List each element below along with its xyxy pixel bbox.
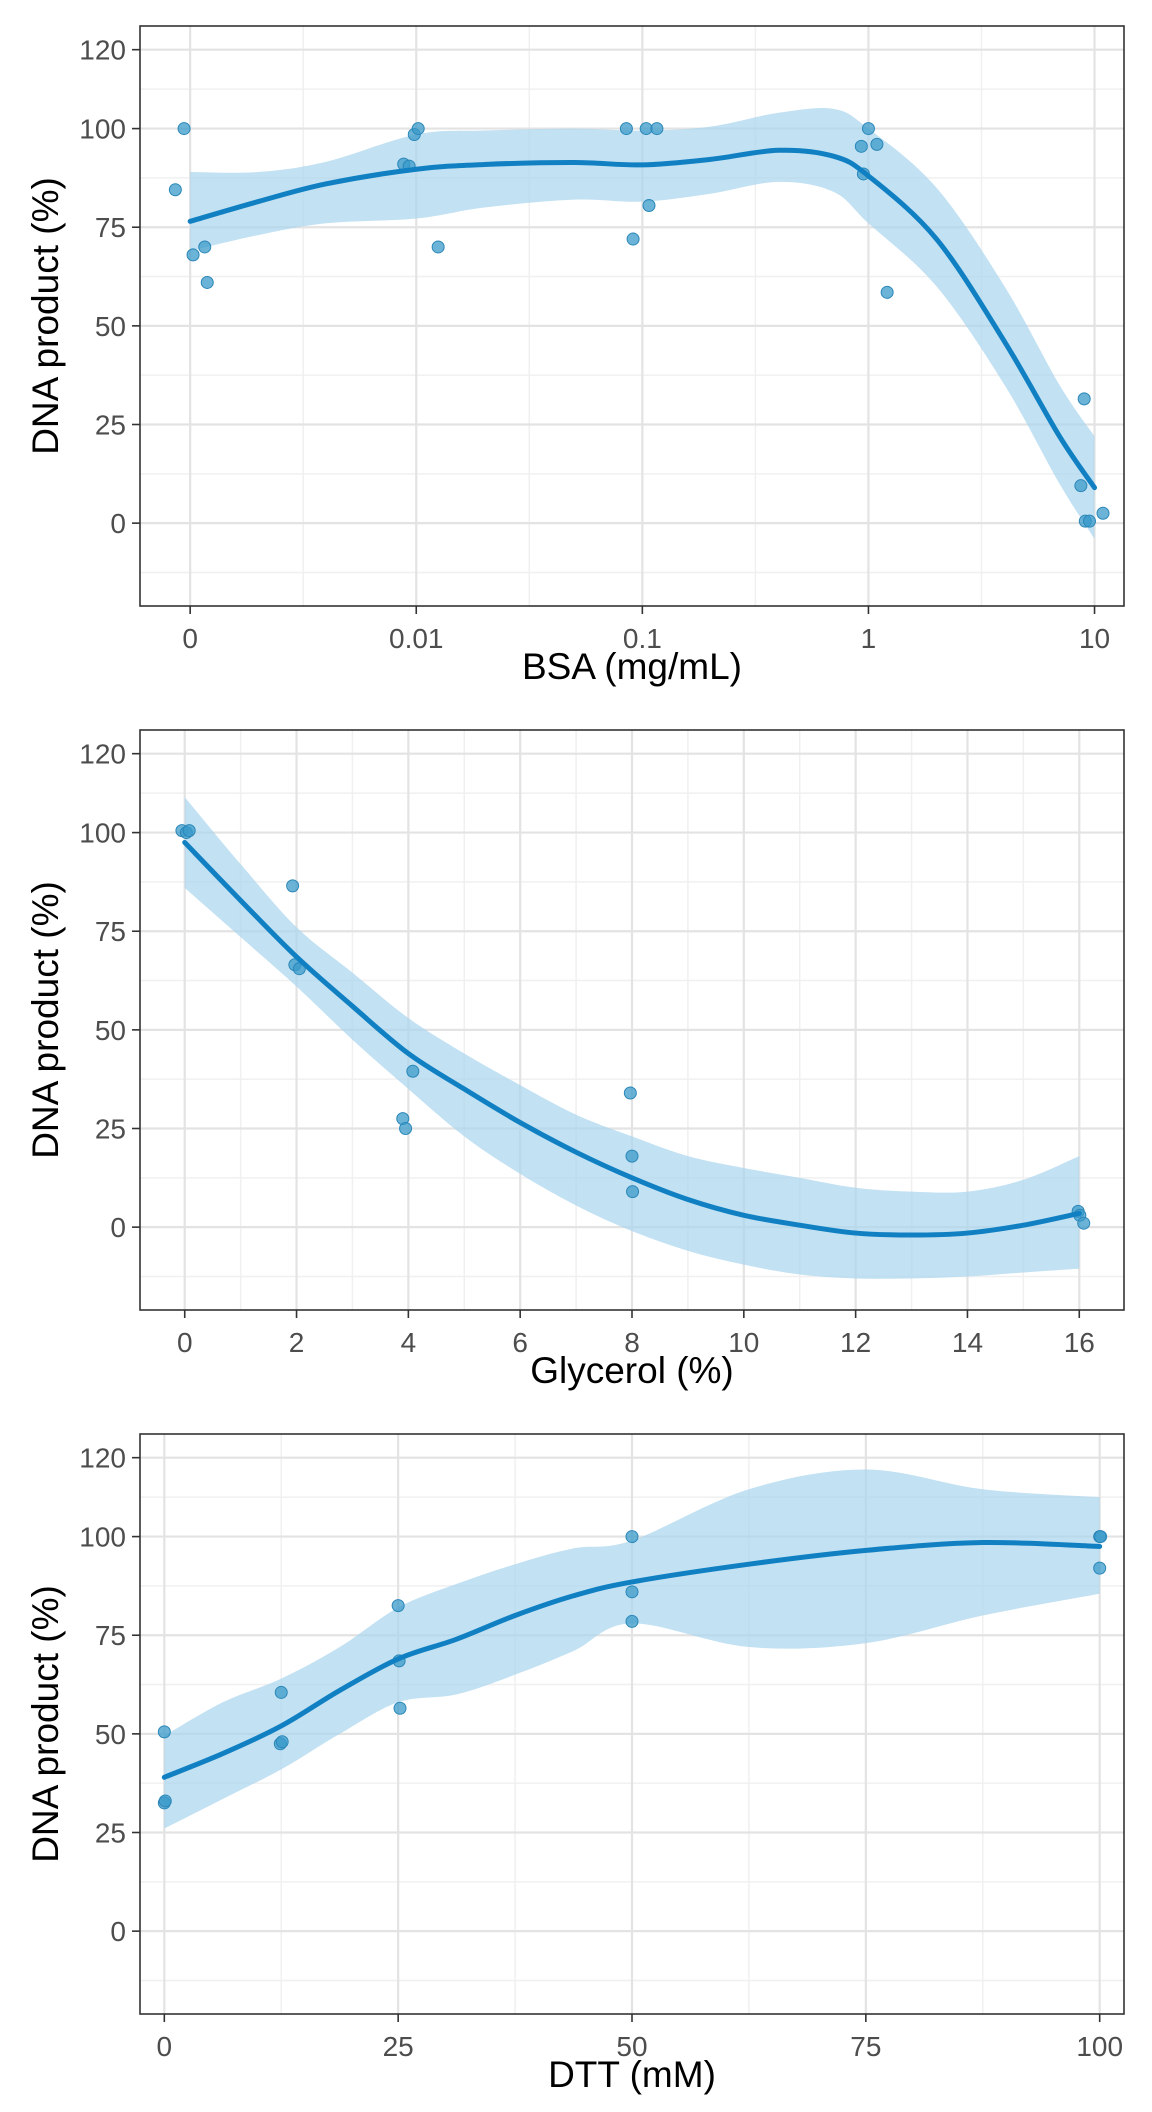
- data-point: [286, 879, 300, 893]
- data-point: [642, 199, 656, 213]
- data-point: [1077, 392, 1091, 406]
- x-tick-label: 0.01: [389, 623, 444, 654]
- x-tick-label: 50: [616, 2031, 647, 2062]
- y-tick-label: 100: [79, 1522, 126, 1553]
- data-point: [393, 1701, 407, 1715]
- x-tick-label: 12: [840, 1327, 871, 1358]
- data-point: [625, 1585, 639, 1599]
- y-tick-label: 0: [110, 508, 126, 539]
- data-point: [1077, 1216, 1091, 1230]
- data-point: [411, 122, 425, 136]
- fit-line: [182, 839, 1082, 1238]
- data-point: [200, 275, 214, 289]
- y-tick-label: 50: [95, 311, 126, 342]
- y-tick-label: 75: [95, 916, 126, 947]
- x-tick-label: 14: [952, 1327, 983, 1358]
- x-axis-title: Glycerol (%): [530, 1350, 734, 1391]
- data-point: [186, 248, 200, 262]
- y-tick-label: 50: [95, 1015, 126, 1046]
- y-tick-label: 0: [110, 1212, 126, 1243]
- y-tick-label: 75: [95, 212, 126, 243]
- data-point: [1096, 506, 1110, 520]
- data-point: [399, 1122, 413, 1136]
- y-tick-label: 120: [79, 35, 126, 66]
- data-point: [391, 1599, 405, 1613]
- data-point: [274, 1685, 288, 1699]
- data-point: [623, 1086, 637, 1100]
- y-tick-label: 100: [79, 818, 126, 849]
- y-tick-label: 0: [110, 1916, 126, 1947]
- x-tick-label: 25: [383, 2031, 414, 2062]
- data-point: [854, 139, 868, 153]
- x-tick-label: 0: [182, 623, 198, 654]
- y-tick-label: 25: [95, 1818, 126, 1849]
- y-tick-label: 25: [95, 1114, 126, 1145]
- data-point: [157, 1725, 171, 1739]
- data-point: [168, 183, 182, 197]
- x-tick-label: 16: [1064, 1327, 1095, 1358]
- x-tick-label: 75: [850, 2031, 881, 2062]
- plot-border: [139, 25, 1125, 607]
- glycerol-chart-panel: 0 25 50 75 100 120 0 2 4 6 8 10 12 14 16 Glycerol (%) DN…: [25, 729, 1125, 1391]
- x-tick-label: 2: [289, 1327, 305, 1358]
- y-tick-label: 120: [79, 1443, 126, 1474]
- data-point: [1082, 514, 1096, 528]
- data-point: [177, 122, 191, 136]
- x-tick-label: 10: [1079, 623, 1110, 654]
- y-tick-label: 100: [79, 114, 126, 145]
- dtt-chart-panel: 0 25 50 75 100 120 0 25 50 75 100 DTT (mM) DNA produ…: [25, 1433, 1125, 2095]
- x-tick-label: 1: [861, 623, 877, 654]
- x-tick-label: 0: [157, 2031, 173, 2062]
- data-point: [158, 1794, 172, 1808]
- y-tick-label: 120: [79, 739, 126, 770]
- bsa-chart-panel: 0 25 50 75 100 120 0 0.01 0.1 1 10 BSA (mg/mL) DNA p…: [25, 25, 1125, 687]
- x-tick-label: 0.1: [623, 623, 662, 654]
- x-tick-label: 6: [512, 1327, 528, 1358]
- data-point: [625, 1530, 639, 1544]
- data-point: [625, 1149, 639, 1163]
- y-axis-title: DNA product (%): [25, 1585, 66, 1863]
- fit-line: [187, 147, 1098, 491]
- data-point: [650, 122, 664, 136]
- data-point: [1093, 1561, 1107, 1575]
- data-point: [625, 1614, 639, 1628]
- data-point: [870, 137, 884, 151]
- data-point: [1074, 479, 1088, 493]
- data-point: [619, 122, 633, 136]
- data-point: [861, 122, 875, 136]
- x-tick-label: 0: [177, 1327, 193, 1358]
- x-tick-label: 100: [1076, 2031, 1123, 2062]
- fit-line: [161, 1539, 1103, 1780]
- data-point: [880, 285, 894, 299]
- data-point: [198, 240, 212, 254]
- data-point: [639, 122, 653, 136]
- y-axis-title: DNA product (%): [25, 177, 66, 455]
- confidence-band: [190, 107, 1095, 539]
- y-tick-label: 50: [95, 1719, 126, 1750]
- x-axis-title: DTT (mM): [548, 2054, 716, 2095]
- confidence-band: [164, 1469, 1100, 1829]
- y-axis-title: DNA product (%): [25, 881, 66, 1159]
- data-point: [406, 1064, 420, 1078]
- x-axis-title: BSA (mg/mL): [522, 646, 742, 687]
- x-tick-label: 10: [728, 1327, 759, 1358]
- x-tick-label: 4: [401, 1327, 417, 1358]
- data-point: [275, 1735, 289, 1749]
- y-tick-label: 25: [95, 410, 126, 441]
- y-tick-label: 75: [95, 1620, 126, 1651]
- data-point: [1094, 1530, 1108, 1544]
- x-tick-label: 8: [624, 1327, 640, 1358]
- data-point: [626, 1185, 640, 1199]
- data-point: [182, 824, 196, 838]
- data-point: [626, 232, 640, 246]
- data-point: [431, 240, 445, 254]
